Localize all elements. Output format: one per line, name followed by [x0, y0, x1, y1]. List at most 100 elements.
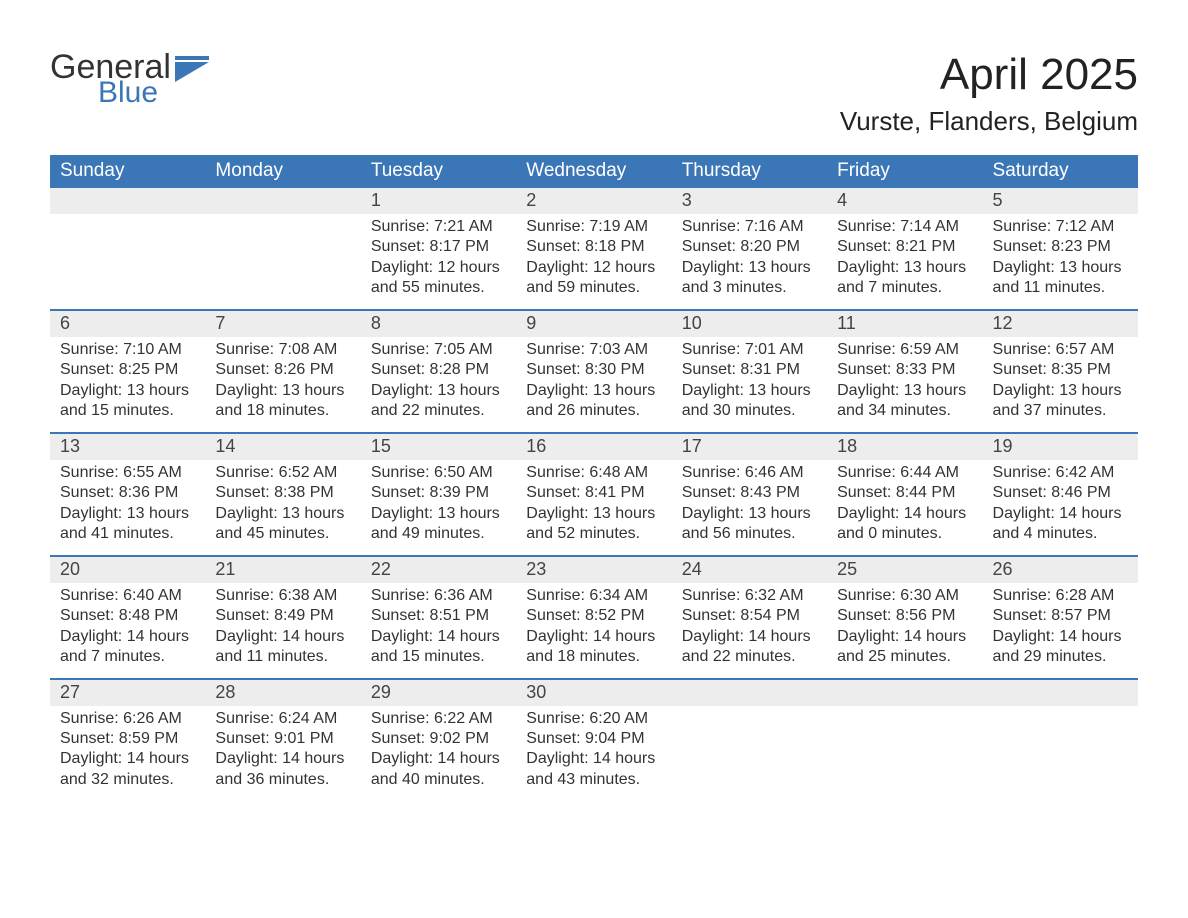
day-number: 11 — [827, 311, 982, 337]
day-number: 5 — [983, 188, 1138, 214]
day-body: Sunrise: 6:34 AMSunset: 8:52 PMDaylight:… — [516, 583, 671, 678]
day-body: Sunrise: 7:16 AMSunset: 8:20 PMDaylight:… — [672, 214, 827, 309]
day-cell: 22Sunrise: 6:36 AMSunset: 8:51 PMDayligh… — [361, 557, 516, 678]
sunset-text: Sunset: 8:52 PM — [526, 606, 661, 626]
daylight-text: Daylight: 14 hours and 36 minutes. — [215, 749, 350, 790]
day-cell: 12Sunrise: 6:57 AMSunset: 8:35 PMDayligh… — [983, 311, 1138, 432]
sunrise-text: Sunrise: 7:12 AM — [993, 217, 1128, 237]
day-body: Sunrise: 6:40 AMSunset: 8:48 PMDaylight:… — [50, 583, 205, 678]
weeks-container: 1 Sunrise: 7:21 AMSunset: 8:17 PM Daylight… — [50, 188, 1138, 800]
day-body: Sunrise: 6:32 AMSunset: 8:54 PMDaylight:… — [672, 583, 827, 678]
daylight-text: Daylight: 14 hours and 32 minutes. — [60, 749, 195, 790]
day-body: Sunrise: 6:52 AMSunset: 8:38 PMDaylight:… — [205, 460, 360, 555]
daylight-text: Daylight: 14 hours and 15 minutes. — [371, 627, 506, 668]
day-body: Sunrise: 6:36 AMSunset: 8:51 PMDaylight:… — [361, 583, 516, 678]
day-body: Sunrise: 6:22 AMSunset: 9:02 PMDaylight:… — [361, 706, 516, 801]
day-number: 20 — [50, 557, 205, 583]
day-cell: 3Sunrise: 7:16 AMSunset: 8:20 PMDaylight… — [672, 188, 827, 309]
day-body — [205, 214, 360, 227]
sunrise-text: Sunrise: 7:05 AM — [371, 340, 506, 360]
weekday-header: Wednesday — [516, 155, 671, 188]
daylight-text: Daylight: 14 hours and 4 minutes. — [993, 504, 1128, 545]
day-number — [205, 188, 360, 214]
day-body: Sunrise: 6:20 AMSunset: 9:04 PMDaylight:… — [516, 706, 671, 801]
sunrise-text: Sunrise: 7:10 AM — [60, 340, 195, 360]
location-subtitle: Vurste, Flanders, Belgium — [840, 106, 1138, 137]
day-body: Sunrise: 7:10 AMSunset: 8:25 PMDaylight:… — [50, 337, 205, 432]
day-cell: 18Sunrise: 6:44 AMSunset: 8:44 PMDayligh… — [827, 434, 982, 555]
sunset-text: Sunset: 8:51 PM — [371, 606, 506, 626]
day-number: 26 — [983, 557, 1138, 583]
day-cell: 10Sunrise: 7:01 AMSunset: 8:31 PMDayligh… — [672, 311, 827, 432]
day-cell: 25Sunrise: 6:30 AMSunset: 8:56 PMDayligh… — [827, 557, 982, 678]
daylight-text: Daylight: 14 hours and 40 minutes. — [371, 749, 506, 790]
day-cell — [50, 188, 205, 309]
daylight-text: Daylight: 13 hours and 7 minutes. — [837, 258, 972, 299]
weekday-header-row: SundayMondayTuesdayWednesdayThursdayFrid… — [50, 155, 1138, 188]
sunrise-text: Sunrise: 7:01 AM — [682, 340, 817, 360]
day-number: 9 — [516, 311, 671, 337]
sunrise-text: Sunrise: 6:30 AM — [837, 586, 972, 606]
day-body: Sunrise: 7:05 AMSunset: 8:28 PMDaylight:… — [361, 337, 516, 432]
day-cell: 8Sunrise: 7:05 AMSunset: 8:28 PMDaylight… — [361, 311, 516, 432]
daylight-text: Daylight: 14 hours and 11 minutes. — [215, 627, 350, 668]
day-body: Sunrise: 6:38 AMSunset: 8:49 PMDaylight:… — [205, 583, 360, 678]
sunrise-text: Sunrise: 6:44 AM — [837, 463, 972, 483]
daylight-text: Daylight: 14 hours and 18 minutes. — [526, 627, 661, 668]
day-cell: 30Sunrise: 6:20 AMSunset: 9:04 PMDayligh… — [516, 680, 671, 801]
sunrise-text: Sunrise: 7:21 AM — [371, 217, 506, 237]
daylight-text: Daylight: 13 hours and 3 minutes. — [682, 258, 817, 299]
sunrise-text: Sunrise: 7:14 AM — [837, 217, 972, 237]
day-body: Sunrise: 6:44 AMSunset: 8:44 PMDaylight:… — [827, 460, 982, 555]
day-cell: 11Sunrise: 6:59 AMSunset: 8:33 PMDayligh… — [827, 311, 982, 432]
day-cell — [205, 188, 360, 309]
day-body: Sunrise: 6:59 AMSunset: 8:33 PMDaylight:… — [827, 337, 982, 432]
day-number: 28 — [205, 680, 360, 706]
day-cell: 17Sunrise: 6:46 AMSunset: 8:43 PMDayligh… — [672, 434, 827, 555]
month-title: April 2025 — [840, 50, 1138, 100]
logo-flag-icon — [175, 56, 209, 84]
day-number: 1 — [361, 188, 516, 214]
sunrise-text: Sunrise: 7:16 AM — [682, 217, 817, 237]
week-row: 1 Sunrise: 7:21 AMSunset: 8:17 PM Daylight… — [50, 188, 1138, 309]
sunrise-text: Sunrise: 7:03 AM — [526, 340, 661, 360]
daylight-text: Daylight: 13 hours and 11 minutes. — [993, 258, 1128, 299]
day-number: 14 — [205, 434, 360, 460]
weekday-header: Monday — [205, 155, 360, 188]
daylight-text: Daylight: 13 hours and 26 minutes. — [526, 381, 661, 422]
sunset-text: Sunset: 8:17 PM — [371, 237, 506, 257]
sunrise-text: Sunrise: 6:38 AM — [215, 586, 350, 606]
day-number: 8 — [361, 311, 516, 337]
day-body: Sunrise: 6:24 AMSunset: 9:01 PMDaylight:… — [205, 706, 360, 801]
sunset-text: Sunset: 8:54 PM — [682, 606, 817, 626]
sunrise-text: Sunrise: 6:52 AM — [215, 463, 350, 483]
day-body — [983, 706, 1138, 719]
day-body: Sunrise: 6:48 AMSunset: 8:41 PMDaylight:… — [516, 460, 671, 555]
day-body: Sunrise: 7:01 AMSunset: 8:31 PMDaylight:… — [672, 337, 827, 432]
week-row: 6Sunrise: 7:10 AMSunset: 8:25 PMDaylight… — [50, 309, 1138, 432]
day-cell: 27Sunrise: 6:26 AMSunset: 8:59 PMDayligh… — [50, 680, 205, 801]
sunset-text: Sunset: 8:21 PM — [837, 237, 972, 257]
daylight-text: Daylight: 13 hours and 37 minutes. — [993, 381, 1128, 422]
day-cell: 24Sunrise: 6:32 AMSunset: 8:54 PMDayligh… — [672, 557, 827, 678]
day-number: 19 — [983, 434, 1138, 460]
daylight-text: Daylight: 13 hours and 34 minutes. — [837, 381, 972, 422]
sunset-text: Sunset: 8:23 PM — [993, 237, 1128, 257]
day-body: Sunrise: 6:55 AMSunset: 8:36 PMDaylight:… — [50, 460, 205, 555]
day-number: 25 — [827, 557, 982, 583]
sunset-text: Sunset: 8:26 PM — [215, 360, 350, 380]
sunset-text: Sunset: 8:20 PM — [682, 237, 817, 257]
day-number: 3 — [672, 188, 827, 214]
day-body: Sunrise: 6:42 AMSunset: 8:46 PMDaylight:… — [983, 460, 1138, 555]
day-body: Sunrise: 6:26 AMSunset: 8:59 PMDaylight:… — [50, 706, 205, 801]
sunrise-text: Sunrise: 6:32 AM — [682, 586, 817, 606]
sunrise-text: Sunrise: 6:20 AM — [526, 709, 661, 729]
title-block: April 2025 Vurste, Flanders, Belgium — [840, 50, 1138, 137]
day-cell — [983, 680, 1138, 801]
day-cell: 16Sunrise: 6:48 AMSunset: 8:41 PMDayligh… — [516, 434, 671, 555]
sunrise-text: Sunrise: 6:42 AM — [993, 463, 1128, 483]
weekday-header: Thursday — [672, 155, 827, 188]
daylight-text: Daylight: 13 hours and 30 minutes. — [682, 381, 817, 422]
daylight-text: Daylight: 14 hours and 0 minutes. — [837, 504, 972, 545]
day-cell: 9Sunrise: 7:03 AMSunset: 8:30 PMDaylight… — [516, 311, 671, 432]
